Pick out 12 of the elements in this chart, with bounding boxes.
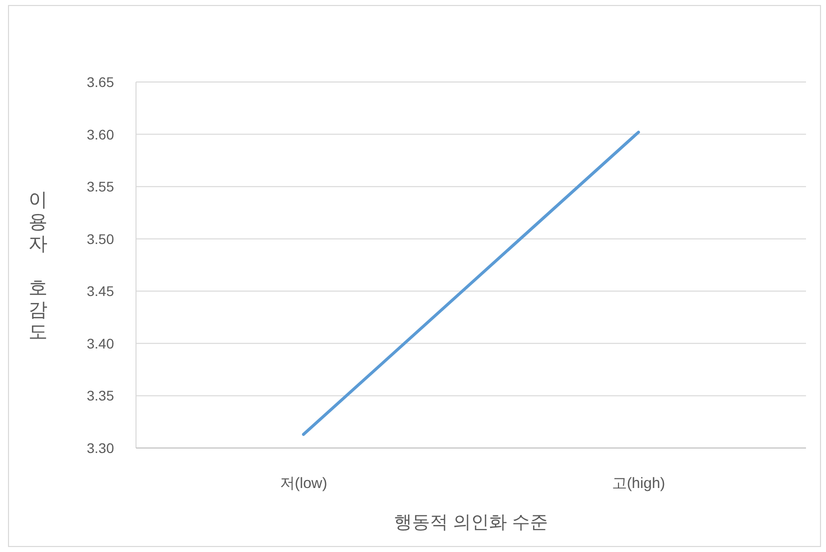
y-tick-label: 3.60 [86,126,114,142]
y-tick-label: 3.40 [86,335,114,352]
x-axis-title: 행동적 의인화 수준 [394,512,548,532]
x-tick-label: 저(low) [280,475,328,492]
x-tick-label: 고(high) [612,475,666,492]
y-tick-label: 3.50 [86,230,114,247]
y-tick-label: 3.45 [86,283,114,300]
y-tick-label: 3.30 [86,440,114,456]
y-tick-label: 3.55 [86,178,114,195]
y-tick-label: 3.65 [86,74,114,90]
text: 이용자 호감도 [28,190,48,343]
y-tick-label: 3.35 [86,388,114,404]
